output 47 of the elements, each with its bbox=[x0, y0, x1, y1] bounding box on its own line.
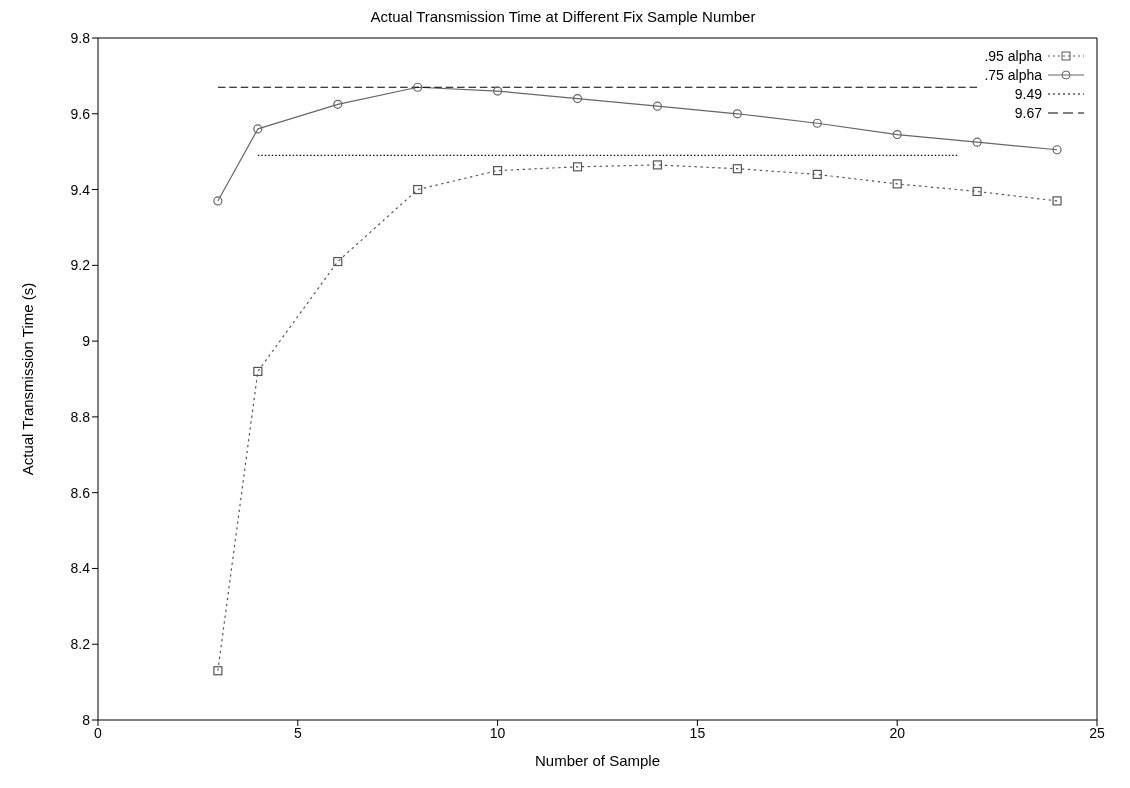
point bbox=[333, 256, 343, 267]
legend-label: .75 alpha bbox=[984, 66, 1042, 83]
y-axis-title: Actual Transmission Time (s) bbox=[19, 282, 37, 476]
point bbox=[652, 160, 663, 170]
point bbox=[572, 94, 583, 104]
point bbox=[732, 109, 742, 119]
chart-title: Actual Transmission Time at Different Fix Sample Number bbox=[369, 8, 757, 25]
y-tick-label: 8.2 bbox=[70, 636, 91, 653]
point bbox=[413, 82, 423, 92]
y-tick-label: 9.8 bbox=[70, 29, 91, 46]
point bbox=[253, 366, 263, 377]
point bbox=[892, 179, 902, 189]
x-axis-title: Number of Sample bbox=[534, 752, 661, 769]
point bbox=[413, 184, 423, 195]
y-tick-label: 9.2 bbox=[70, 257, 91, 274]
x-tick-label: 10 bbox=[489, 724, 506, 741]
legend-label: 9.67 bbox=[1014, 104, 1042, 121]
legend-label: .95 alpha bbox=[984, 47, 1042, 64]
x-tick-label: 5 bbox=[293, 724, 302, 741]
point bbox=[732, 164, 742, 174]
point bbox=[213, 196, 223, 206]
x-tick-label: 0 bbox=[94, 724, 103, 741]
point bbox=[812, 118, 822, 128]
point bbox=[572, 162, 583, 172]
point bbox=[253, 124, 263, 134]
legend-label: 9.49 bbox=[1014, 85, 1042, 102]
y-tick-label: 9.4 bbox=[70, 181, 91, 198]
y-tick-label: 9 bbox=[82, 333, 91, 350]
point bbox=[1052, 145, 1062, 155]
y-tick-label: 8.8 bbox=[70, 408, 91, 425]
point bbox=[972, 186, 982, 197]
y-tick-label: 8.6 bbox=[70, 484, 91, 501]
x-tick-label: 15 bbox=[689, 724, 706, 741]
point bbox=[493, 166, 503, 176]
point bbox=[493, 86, 503, 96]
y-tick-label: 8.4 bbox=[70, 560, 91, 577]
y-tick-label: 9.6 bbox=[70, 105, 91, 122]
x-tick-label: 25 bbox=[1089, 724, 1105, 741]
point bbox=[812, 169, 822, 179]
point bbox=[972, 137, 982, 147]
point bbox=[652, 101, 663, 111]
point bbox=[333, 99, 343, 109]
x-tick-label: 20 bbox=[889, 724, 906, 741]
y-tick-label: 8 bbox=[82, 711, 91, 728]
point bbox=[213, 666, 223, 676]
point bbox=[892, 130, 902, 140]
point bbox=[1052, 196, 1062, 206]
